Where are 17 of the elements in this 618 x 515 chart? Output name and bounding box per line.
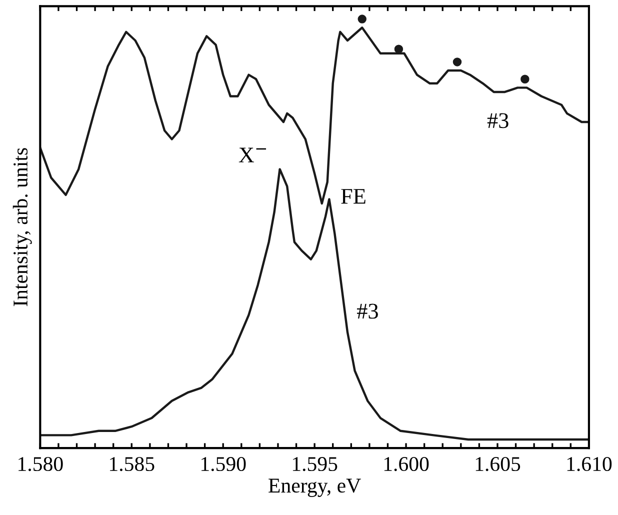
y-axis-title: Intensity, arb. units <box>12 148 32 306</box>
x-tick-label: 1.595 <box>292 457 338 472</box>
annotation: #3 <box>487 113 508 128</box>
x-tick-label: 1.590 <box>201 456 246 472</box>
annotation: #3 <box>357 304 378 319</box>
point <box>394 44 404 54</box>
x-tick-label: 1.610 <box>567 456 612 472</box>
x-tick-label: 1.605 <box>476 456 520 472</box>
annotation: FE <box>341 189 366 204</box>
x-tick-label: 1.580 <box>18 456 63 472</box>
annotation: X$^{−}$ <box>238 148 266 162</box>
x-tick-label: 1.600 <box>384 456 429 472</box>
x-axis-title: Energy, eV <box>268 478 361 497</box>
x-tick-label: 1.585 <box>110 456 154 472</box>
point <box>452 58 462 66</box>
point <box>520 74 530 84</box>
point <box>358 14 366 24</box>
